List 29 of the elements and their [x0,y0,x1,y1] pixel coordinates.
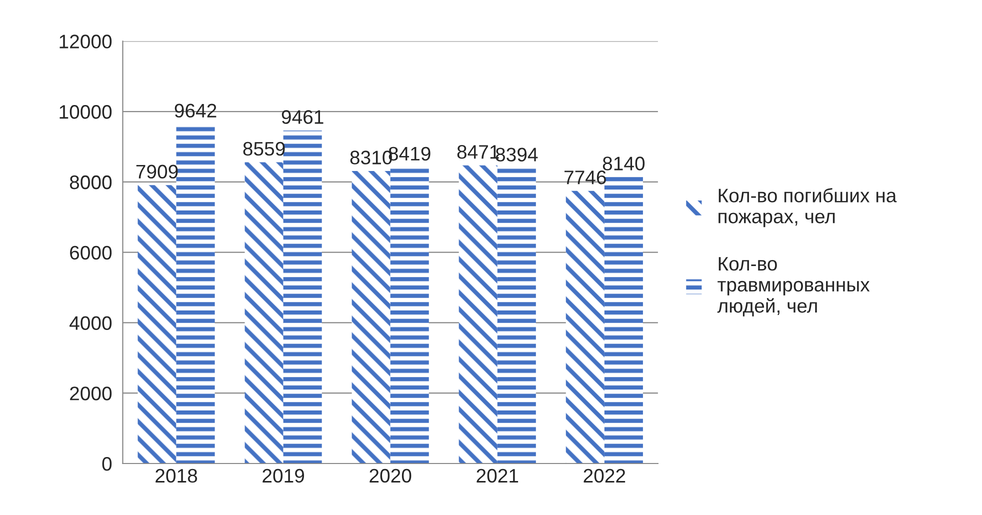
y-tick-label: 8000 [70,175,112,190]
x-tick-label: 2020 [370,468,412,483]
data-label: 7909 [136,164,178,179]
bar [244,162,284,464]
data-label: 7746 [564,170,606,184]
y-tick-label: 2000 [70,386,112,400]
bar [497,168,536,464]
bar [283,130,322,464]
y-tick-label: 4000 [70,316,112,330]
legend-label: Кол-во погибших на пожарах, чел [718,188,897,228]
data-label: 8140 [602,156,645,170]
x-tick-label: 2021 [476,468,518,483]
bar [566,190,604,464]
bar [352,171,390,464]
bar [138,185,176,464]
legend-label: Кол-во травмированных людей, чел [717,257,870,316]
y-tick-label: 12000 [60,34,112,48]
bar [458,165,498,464]
x-tick-label: 2018 [156,468,198,483]
data-label: 9461 [282,110,324,124]
bar [604,177,643,464]
x-tick-label: 2019 [262,468,304,483]
y-tick-label: 6000 [70,246,112,260]
data-label: 9642 [174,104,216,118]
bar [390,167,429,464]
y-tick-label: 10000 [60,105,112,119]
y-tick-label: 0 [102,456,112,471]
x-tick-label: 2022 [584,468,626,483]
data-label: 8559 [243,142,285,156]
